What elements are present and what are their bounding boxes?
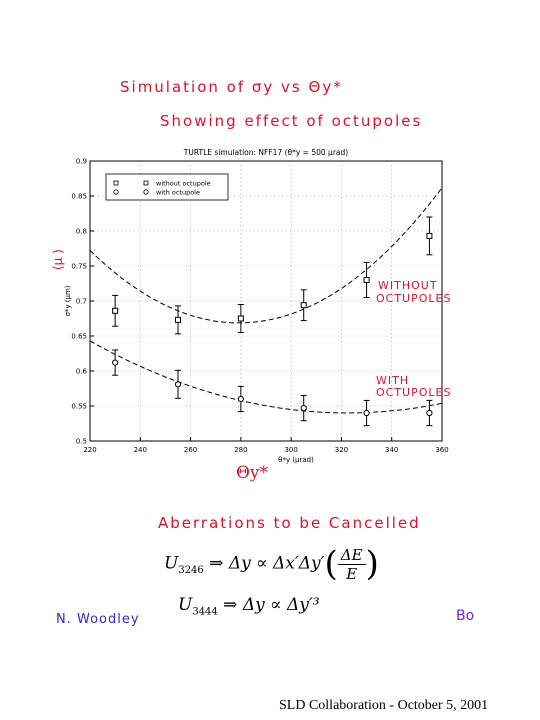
eq1-lhs: U: [164, 553, 179, 574]
x-tick-label: 240: [134, 446, 147, 454]
fit-curve: [89, 340, 443, 414]
eq1-sub: 3246: [178, 564, 204, 576]
x-tick-label: 300: [284, 446, 297, 454]
legend-marker: [143, 189, 149, 195]
legend-marker: [113, 189, 119, 195]
y-tick-label: 0.75: [71, 263, 87, 271]
x-axis-label: θ*y (µrad): [278, 456, 314, 464]
signature-right: Bo: [456, 608, 475, 624]
data-point: [300, 302, 307, 309]
handwritten-xlabel: Θy*: [236, 463, 269, 483]
series-without-octupole: [89, 187, 443, 335]
data-point: [426, 409, 433, 417]
aberrations-heading: Aberrations to be Cancelled: [158, 514, 421, 532]
data-point: [300, 405, 307, 412]
legend-label: with octupole: [156, 189, 200, 197]
legend-label: without octupole: [156, 180, 211, 188]
with-octupoles-label-2: OCTUPOLES: [376, 386, 451, 399]
legend-marker: [113, 180, 119, 186]
eq1-num: ΔE: [337, 546, 366, 565]
y-tick-label: 0.7: [76, 298, 87, 306]
handwritten-title-line1: Simulation of σy vs Θy*: [120, 78, 343, 96]
with-octupoles-label-1: WITH: [376, 374, 409, 387]
x-tick-label: 280: [234, 446, 247, 454]
fit-curve: [89, 187, 443, 324]
footer-text: SLD Collaboration - October 5, 2001: [279, 698, 489, 713]
data-point: [426, 232, 433, 239]
x-tick-label: 220: [83, 446, 96, 454]
eq2-rhs: ⇒ Δy ∝ Δy′³: [217, 595, 320, 615]
x-tick-label: 320: [335, 446, 348, 454]
without-octupoles-label-2: OCTUPOLES: [376, 292, 451, 305]
legend-marker: [143, 180, 149, 186]
data-point: [363, 409, 370, 417]
equation-u3246: U3246 ⇒ Δy ∝ Δx′Δy′(ΔE E): [164, 544, 379, 584]
eq1-mid: ⇒ Δy ∝ Δx′Δy′: [203, 553, 325, 574]
equation-u3444: U3444 ⇒ Δy ∝ Δy′³: [178, 595, 320, 617]
without-octupoles-label-1: WITHOUT: [378, 279, 438, 292]
eq2-lhs: U: [178, 595, 193, 615]
chart-title: TURTLE simulation: NFF17 (θ*y = 500 µrad…: [183, 148, 348, 157]
handwritten-title-line2: Showing effect of octupoles: [160, 112, 423, 130]
legend-box: [105, 173, 229, 201]
y-tick-label: 0.55: [71, 403, 87, 411]
data-point: [112, 307, 119, 314]
y-tick-label: 0.65: [71, 333, 87, 341]
y-tick-label: 0.85: [71, 193, 87, 201]
x-tick-label: 360: [435, 446, 448, 454]
eq2-sub: 3444: [192, 606, 218, 618]
x-tick-label: 260: [184, 446, 197, 454]
y-tick-label: 0.6: [76, 368, 88, 376]
data-point: [175, 316, 181, 323]
y-tick-label: 0.8: [76, 228, 87, 236]
signature-left: N. Woodley: [56, 612, 140, 627]
series-with-octupole: [89, 340, 443, 427]
handwritten-ylabel: (µ ): [51, 249, 65, 270]
y-tick-label: 0.5: [76, 438, 87, 446]
data-point: [174, 381, 182, 388]
y-tick-label: 0.9: [76, 158, 87, 166]
data-point: [237, 395, 244, 403]
y-axis-label: σ*y (µm): [64, 285, 72, 316]
data-point: [112, 359, 119, 366]
eq1-den: E: [346, 564, 358, 583]
x-tick-label: 340: [385, 446, 398, 454]
data-point: [363, 277, 370, 283]
data-point: [237, 315, 244, 322]
